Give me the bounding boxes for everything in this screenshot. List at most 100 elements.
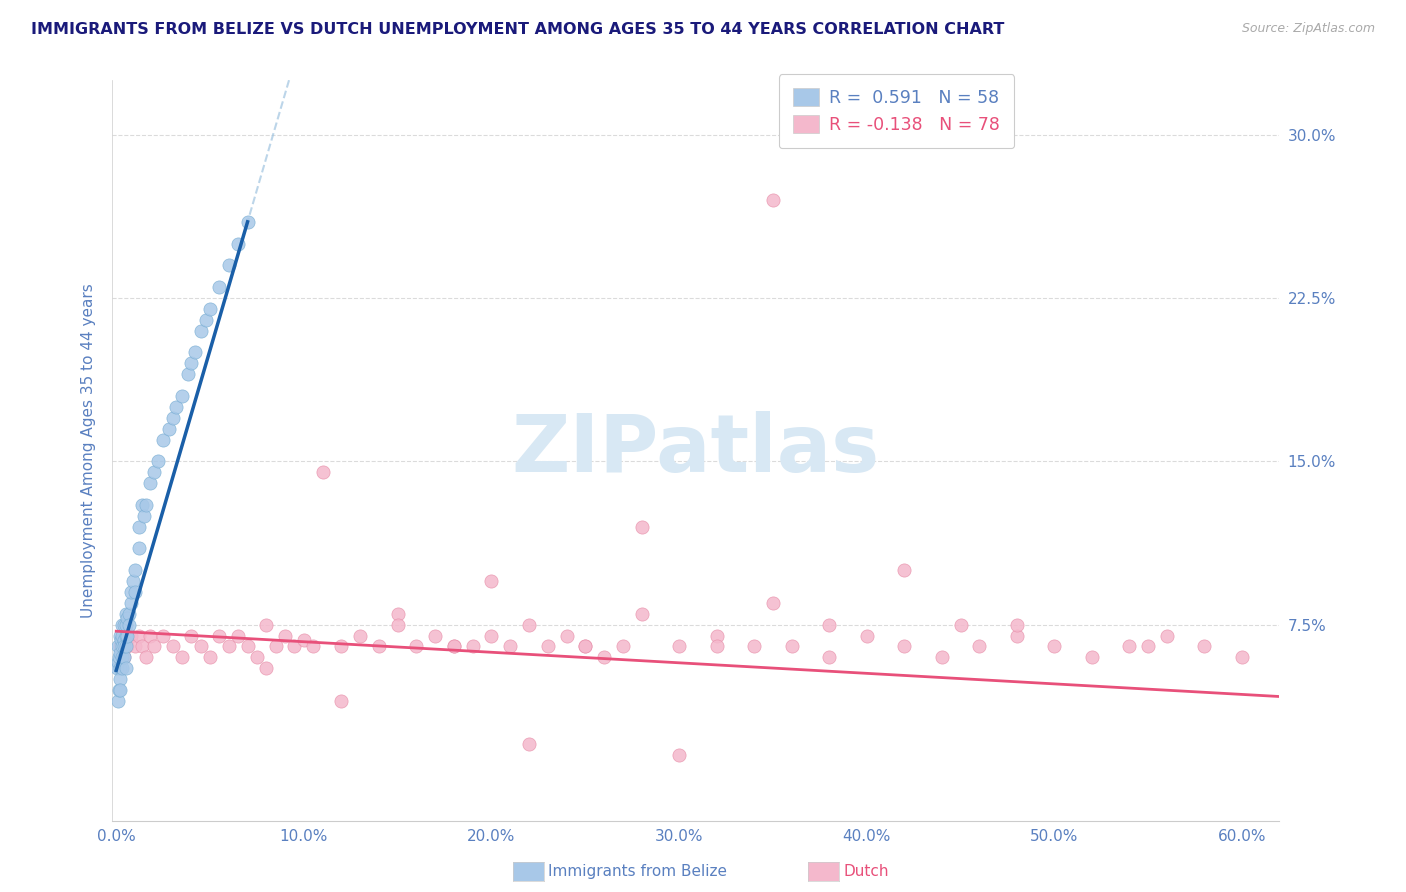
Point <box>1043 640 1066 654</box>
Point <box>120 596 142 610</box>
Point <box>818 650 841 665</box>
Point <box>107 655 129 669</box>
Point <box>108 650 131 665</box>
Point <box>264 640 287 654</box>
Point <box>1194 640 1216 654</box>
Point <box>134 508 156 523</box>
Point <box>302 640 325 654</box>
Point <box>108 672 131 686</box>
Point <box>120 585 142 599</box>
Point <box>131 640 153 654</box>
Point <box>118 617 141 632</box>
Point <box>111 661 134 675</box>
Point <box>117 640 139 654</box>
Point <box>387 607 409 621</box>
Point <box>124 585 146 599</box>
Point <box>517 738 540 752</box>
Text: IMMIGRANTS FROM BELIZE VS DUTCH UNEMPLOYMENT AMONG AGES 35 TO 44 YEARS CORRELATI: IMMIGRANTS FROM BELIZE VS DUTCH UNEMPLOY… <box>31 22 1004 37</box>
Point <box>165 400 187 414</box>
Point <box>110 632 132 647</box>
Point <box>330 694 353 708</box>
Point <box>142 465 165 479</box>
Point <box>208 628 231 642</box>
Point <box>574 640 596 654</box>
Point <box>742 640 765 654</box>
Point <box>114 661 136 675</box>
Point <box>114 607 136 621</box>
Point <box>537 640 560 654</box>
Point <box>668 640 690 654</box>
Point <box>208 280 231 294</box>
Point <box>128 541 150 556</box>
Point <box>114 617 136 632</box>
Point <box>706 628 728 642</box>
Text: Immigrants from Belize: Immigrants from Belize <box>548 864 727 879</box>
Point <box>1230 650 1253 665</box>
Point <box>461 640 484 654</box>
Point <box>226 628 249 642</box>
Point <box>1137 640 1160 654</box>
Point <box>170 389 193 403</box>
Point <box>949 617 972 632</box>
Point <box>180 628 202 642</box>
Point <box>1005 628 1028 642</box>
Point <box>112 650 135 665</box>
Point <box>967 640 990 654</box>
Point <box>111 617 134 632</box>
Point <box>517 617 540 632</box>
Point <box>349 628 371 642</box>
Point <box>108 628 131 642</box>
Point <box>124 640 146 654</box>
Y-axis label: Unemployment Among Ages 35 to 44 years: Unemployment Among Ages 35 to 44 years <box>80 283 96 618</box>
Point <box>128 519 150 533</box>
Point <box>131 498 153 512</box>
Point <box>236 215 259 229</box>
Point <box>176 368 198 382</box>
Point <box>117 628 139 642</box>
Point <box>630 519 652 533</box>
Point <box>818 617 841 632</box>
Point <box>855 628 877 642</box>
Point <box>443 640 465 654</box>
Point <box>274 628 297 642</box>
Point <box>152 628 174 642</box>
Legend: R =  0.591   N = 58, R = -0.138   N = 78: R = 0.591 N = 58, R = -0.138 N = 78 <box>779 74 1014 148</box>
Point <box>425 628 447 642</box>
Point <box>893 640 915 654</box>
Point <box>146 454 169 468</box>
Point <box>111 628 134 642</box>
Point <box>1118 640 1140 654</box>
Point <box>236 640 259 654</box>
Point <box>762 193 785 207</box>
Point <box>198 650 221 665</box>
Point <box>108 683 131 698</box>
Point <box>112 640 135 654</box>
Point <box>117 611 139 625</box>
Point <box>124 563 146 577</box>
Point <box>254 661 277 675</box>
Point <box>1005 617 1028 632</box>
Point <box>112 650 135 665</box>
Point <box>780 640 803 654</box>
Point <box>630 607 652 621</box>
Point <box>142 640 165 654</box>
Point <box>762 596 785 610</box>
Text: Dutch: Dutch <box>844 864 889 879</box>
Point <box>135 650 157 665</box>
Point <box>107 694 129 708</box>
Point <box>184 345 207 359</box>
Point <box>367 640 389 654</box>
Point <box>108 640 131 654</box>
Point <box>114 628 136 642</box>
Point <box>111 650 134 665</box>
Point <box>152 433 174 447</box>
Text: ZIPatlas: ZIPatlas <box>512 411 880 490</box>
Point <box>706 640 728 654</box>
Point <box>481 574 503 588</box>
Point <box>330 640 353 654</box>
Point <box>292 632 315 647</box>
Point <box>893 563 915 577</box>
Point <box>162 640 184 654</box>
Point <box>1081 650 1104 665</box>
Point <box>195 313 218 327</box>
